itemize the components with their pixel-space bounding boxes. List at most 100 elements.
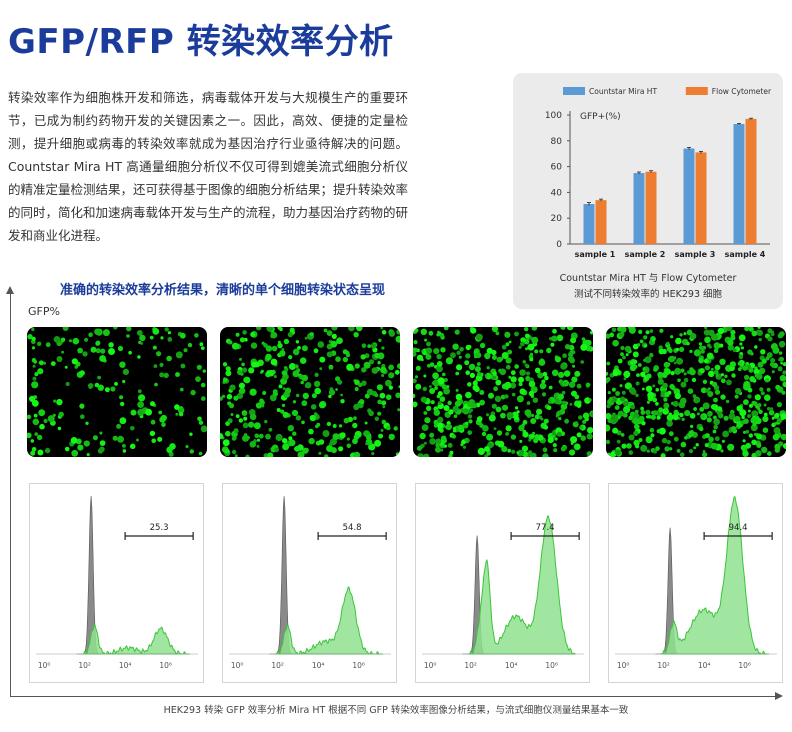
gfp-cell [519, 369, 526, 376]
gfp-cell [113, 327, 118, 330]
gfp-cell [536, 408, 543, 415]
gfp-cell [492, 371, 497, 376]
gfp-cell [340, 393, 343, 397]
gfp-cell [643, 344, 648, 348]
gfp-cell [270, 358, 278, 366]
gfp-cell [764, 394, 771, 401]
gfp-cell [472, 384, 479, 391]
gfp-cell [160, 336, 164, 340]
gfp-cell [683, 377, 689, 383]
gfp-cell [732, 348, 737, 353]
gfp-cell [576, 402, 582, 408]
gfp-cell [117, 345, 124, 352]
gfp-cell [198, 420, 204, 425]
gfp-cell [239, 387, 246, 394]
gfp-cell [413, 378, 417, 384]
gfp-cell [713, 424, 718, 430]
gfp-cell [742, 450, 749, 457]
gfp-cell [300, 380, 304, 385]
gfp-cell [747, 409, 751, 413]
gfp-cell [707, 391, 714, 397]
gfp-cell [431, 381, 435, 385]
gfp-cell [433, 419, 439, 425]
gfp-cell [309, 332, 314, 337]
gfp-cell [768, 409, 775, 416]
gfp-cell [385, 394, 392, 400]
gfp-cell [449, 450, 454, 455]
gfp-cell [486, 433, 494, 441]
gfp-cell [86, 453, 90, 457]
gfp-cell [462, 408, 470, 415]
gfp-cell [557, 393, 564, 400]
gfp-cell [736, 405, 743, 412]
legend-label: Flow Cytometer [712, 87, 772, 96]
gfp-cell [588, 398, 592, 402]
gfp-cell [677, 378, 681, 383]
gfp-cell [561, 390, 566, 395]
gfp-cell [541, 379, 546, 384]
gfp-cell [248, 421, 255, 428]
gfp-cell [548, 398, 552, 402]
gfp-cell [189, 449, 194, 454]
gfp-cell [330, 340, 338, 348]
gfp-cell [640, 410, 646, 415]
gfp-cell [745, 442, 752, 449]
gfp-cell [82, 351, 88, 357]
gfp-cell [200, 425, 207, 433]
gfp-cell [524, 409, 532, 417]
gfp-cell [150, 419, 156, 425]
gfp-cell [151, 438, 156, 443]
gfp-cell [664, 407, 669, 412]
gfp-cell [505, 425, 512, 432]
gfp-cell [395, 452, 400, 456]
gfp-cell [763, 412, 768, 417]
gfp-cell [476, 416, 483, 422]
gfp-cell [580, 435, 586, 441]
gfp-cell [153, 364, 158, 368]
gfp-cell [706, 417, 712, 423]
gfp-cell [279, 350, 286, 357]
gfp-cell [297, 451, 305, 457]
gfp-cell [287, 425, 294, 432]
gfp-cell [670, 371, 675, 376]
gfp-cell [328, 389, 336, 396]
gfp-cell [759, 387, 764, 392]
page-title: GFP/RFP 转染效率分析 [8, 22, 394, 62]
gfp-cell [745, 429, 750, 434]
gfp-cell [130, 409, 137, 416]
gfp-cell [679, 452, 685, 457]
gfp-cell [548, 400, 552, 404]
gfp-cell [64, 446, 70, 452]
gfp-cell [580, 360, 584, 364]
gfp-cell [636, 343, 641, 347]
gfp-cell [698, 357, 704, 364]
hist-x-tick-label: 10⁴ [698, 661, 711, 670]
gfp-cell [728, 413, 736, 420]
gfp-cell [201, 396, 206, 401]
gfp-cell [436, 365, 443, 373]
gfp-cell [422, 386, 427, 392]
gfp-cell [120, 401, 125, 407]
gfp-cell [744, 327, 750, 332]
gfp-cell [704, 336, 711, 344]
gfp-cell [672, 414, 679, 421]
chart-caption-line2: 测试不同转染效率的 HEK293 细胞 [573, 289, 723, 300]
gfp-cell [157, 436, 163, 442]
gfp-cell [57, 426, 62, 431]
gfp-cell [465, 421, 469, 425]
gfp-cell [501, 446, 508, 453]
gfp-cell [486, 413, 489, 417]
gfp-cell [643, 335, 648, 340]
gfp-cell [754, 345, 758, 349]
gfp-cell [767, 336, 773, 342]
gfp-cell [261, 341, 265, 345]
gfp-cell [578, 415, 583, 420]
gfp-cell [518, 345, 522, 349]
gfp-cell [469, 408, 473, 412]
gfp-cell [758, 409, 763, 414]
gfp-cell [90, 346, 97, 353]
gfp-cell [308, 428, 314, 435]
gfp-cell [331, 327, 338, 331]
gfp-cell [161, 422, 166, 428]
gfp-cell [756, 433, 763, 440]
